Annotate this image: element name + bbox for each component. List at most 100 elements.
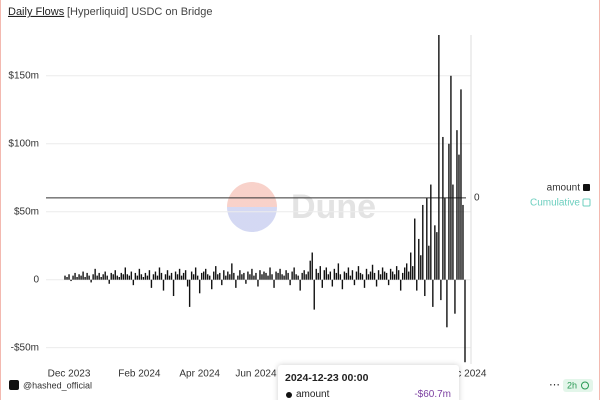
- bar: [255, 272, 257, 280]
- menu-icon[interactable]: ⋯: [549, 379, 560, 391]
- bar: [110, 272, 112, 280]
- bar: [213, 271, 215, 280]
- bar: [383, 271, 386, 280]
- bar: [188, 279, 191, 307]
- bar: [170, 272, 173, 280]
- bar: [325, 267, 328, 280]
- bar: [389, 268, 392, 280]
- bar: [194, 267, 197, 280]
- bar: [273, 279, 275, 288]
- bar: [227, 271, 229, 280]
- x-tick-label: Dec 2023: [48, 369, 91, 380]
- bar: [323, 270, 325, 280]
- bar: [426, 198, 428, 280]
- bar: [267, 275, 269, 280]
- tab[interactable]: Daily Flows: [8, 6, 65, 18]
- bar: [317, 272, 319, 280]
- bar: [293, 267, 295, 280]
- y-tick-label: -$50m: [11, 342, 39, 353]
- bar: [377, 270, 380, 280]
- bar: [72, 275, 74, 280]
- bar: [353, 279, 356, 286]
- legend-label[interactable]: Cumulative: [530, 198, 580, 209]
- x-tick-label: Dec 2024: [444, 369, 487, 380]
- bar: [162, 279, 165, 291]
- bar: [438, 35, 440, 280]
- bar: [186, 279, 189, 287]
- bar: [367, 274, 370, 280]
- bar: [265, 272, 267, 280]
- bar: [247, 271, 249, 280]
- bar: [160, 272, 163, 280]
- bar: [269, 267, 271, 280]
- refresh-icon: [581, 381, 589, 390]
- bar: [420, 255, 422, 280]
- bar: [253, 275, 255, 280]
- bar: [150, 279, 153, 288]
- bar: [287, 272, 289, 280]
- bar: [456, 130, 458, 280]
- tooltip-swatch: [286, 392, 292, 398]
- bar: [385, 272, 388, 280]
- bar: [114, 270, 116, 280]
- refresh-time: 2h: [567, 380, 577, 390]
- bar: [245, 279, 247, 284]
- bar: [371, 264, 374, 280]
- bar: [219, 272, 221, 280]
- bar: [263, 271, 265, 280]
- bar: [321, 279, 323, 288]
- y-tick-label: $50m: [14, 206, 39, 217]
- bar: [202, 271, 205, 280]
- author[interactable]: @hashed_official: [23, 380, 92, 390]
- bar: [307, 271, 309, 280]
- bar: [66, 276, 68, 280]
- bar: [271, 274, 273, 280]
- x-tick-label: Jun 2024: [235, 369, 277, 380]
- bar: [315, 268, 317, 280]
- bar: [313, 279, 315, 310]
- bar: [299, 279, 301, 291]
- bar: [301, 272, 303, 280]
- bar: [446, 279, 448, 328]
- bar: [168, 275, 171, 280]
- bar: [333, 268, 336, 280]
- bar: [395, 266, 398, 280]
- bar: [436, 232, 438, 280]
- legend-swatch: [583, 184, 590, 191]
- bar: [275, 271, 277, 280]
- bar: [130, 271, 133, 280]
- bar: [152, 274, 155, 280]
- tooltip: 2024-12-23 00:00 amount -$60.7m: [278, 365, 459, 400]
- bar: [98, 272, 100, 280]
- bar: [211, 279, 213, 290]
- bar: [176, 274, 179, 280]
- bar: [221, 279, 223, 286]
- bar: [297, 275, 299, 280]
- bar: [136, 275, 139, 280]
- bar: [454, 279, 456, 314]
- bar: [156, 275, 159, 280]
- bar: [148, 270, 151, 280]
- bar: [106, 275, 108, 280]
- bar: [331, 279, 334, 287]
- bar: [444, 198, 446, 280]
- bar: [381, 267, 384, 280]
- bar: [251, 268, 253, 280]
- watermark-logo: [227, 182, 277, 232]
- bar: [361, 274, 364, 280]
- bar: [76, 276, 78, 280]
- bar: [112, 274, 114, 280]
- bar: [277, 272, 279, 280]
- bar: [166, 270, 169, 280]
- bar: [359, 272, 362, 280]
- bar: [289, 279, 291, 286]
- bar: [64, 275, 66, 280]
- bar: [190, 271, 193, 280]
- bar: [401, 272, 404, 280]
- bar: [279, 268, 281, 280]
- bar: [122, 274, 124, 280]
- legend-label[interactable]: amount: [547, 183, 581, 194]
- bar: [452, 184, 454, 280]
